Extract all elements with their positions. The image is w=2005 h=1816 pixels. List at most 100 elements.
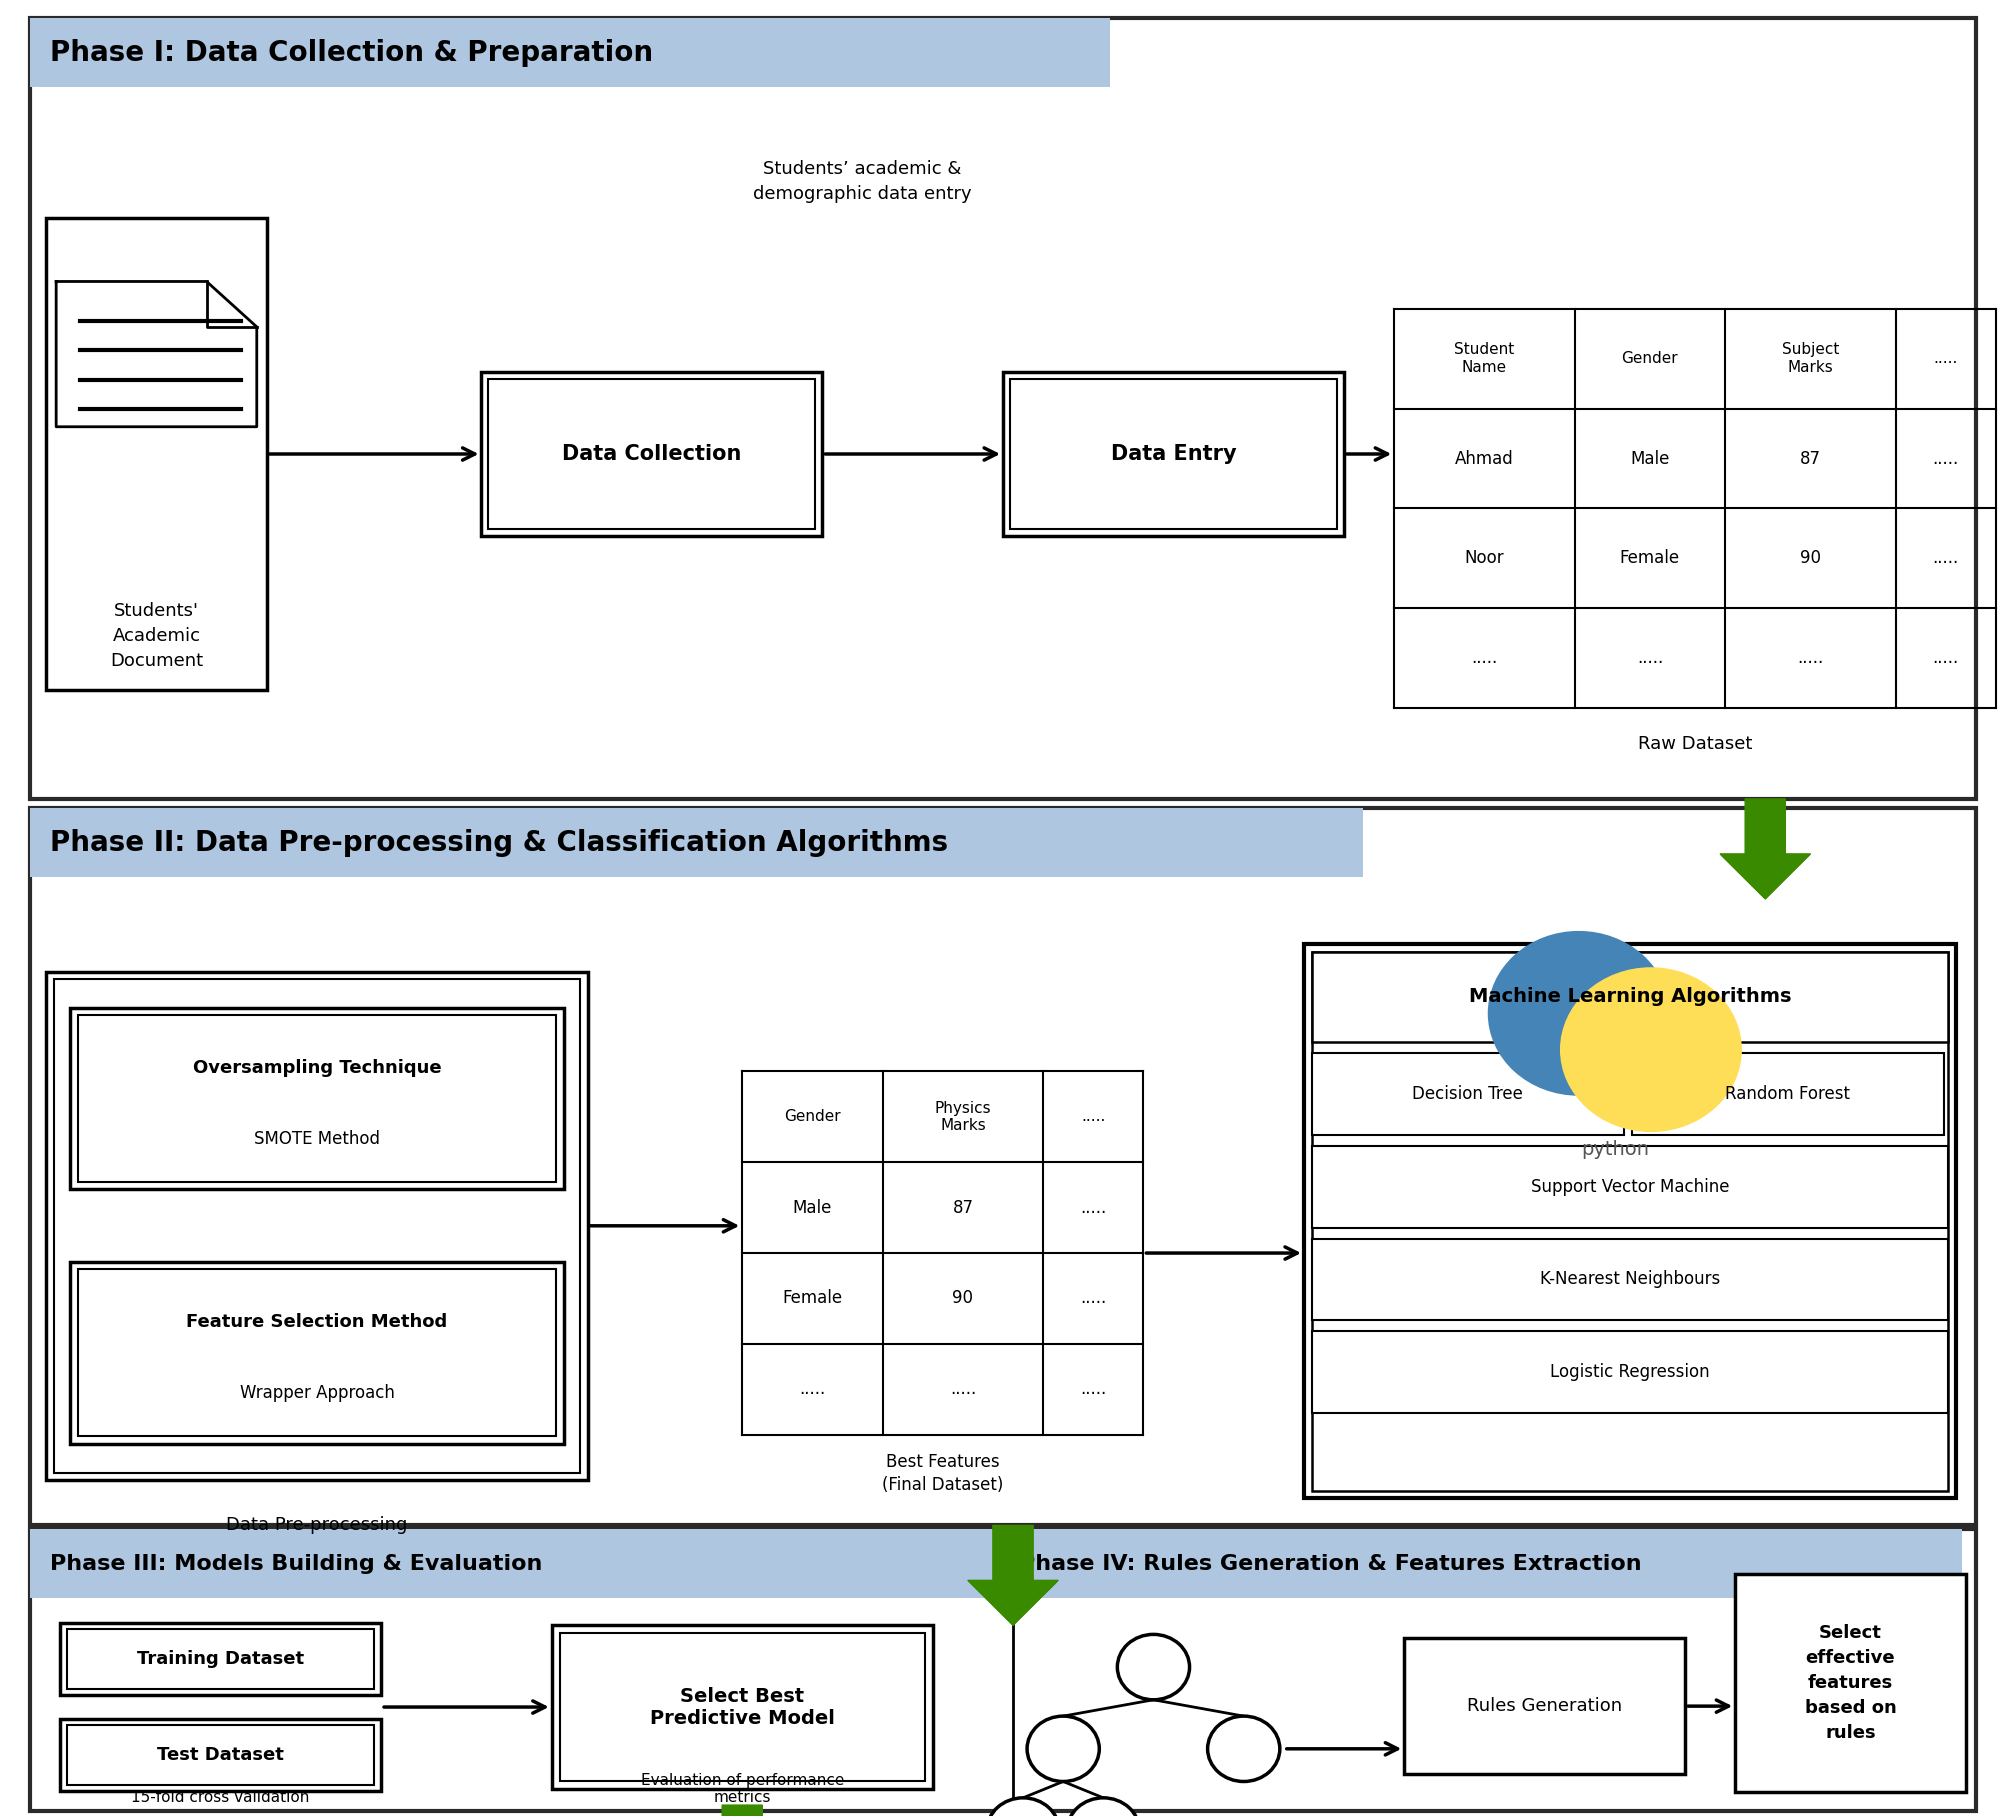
FancyBboxPatch shape [1311,1331,1947,1413]
FancyBboxPatch shape [68,1725,375,1785]
Text: python: python [1580,1140,1648,1159]
Text: .....: ..... [1636,650,1662,666]
FancyBboxPatch shape [481,372,822,536]
FancyBboxPatch shape [70,1262,563,1444]
Text: .....: ..... [1931,550,1959,567]
FancyBboxPatch shape [1311,952,1947,1042]
Text: Logistic Regression: Logistic Regression [1550,1364,1708,1380]
Text: K-Nearest Neighbours: K-Nearest Neighbours [1540,1271,1718,1288]
Circle shape [1117,1634,1189,1700]
Text: SMOTE Method: SMOTE Method [255,1130,379,1148]
FancyBboxPatch shape [1303,944,1955,1498]
Text: Ahmad: Ahmad [1454,450,1514,467]
Circle shape [1027,1716,1099,1781]
Text: Training Dataset: Training Dataset [136,1651,305,1667]
Text: Students’ academic &
demographic data entry: Students’ academic & demographic data en… [754,160,970,203]
Text: Data Collection: Data Collection [561,443,742,465]
Text: Feature Selection Method: Feature Selection Method [186,1313,447,1331]
FancyBboxPatch shape [30,18,1975,799]
Text: 87: 87 [1798,450,1821,467]
FancyBboxPatch shape [1311,1053,1624,1135]
FancyBboxPatch shape [70,1008,563,1189]
Text: Select
effective
features
based on
rules: Select effective features based on rules [1804,1625,1895,1742]
FancyBboxPatch shape [60,1718,381,1791]
Text: Male: Male [792,1199,832,1217]
Text: .....: ..... [948,1380,976,1398]
Text: Subject
Marks: Subject Marks [1780,343,1839,374]
FancyBboxPatch shape [78,1015,555,1182]
Text: Gender: Gender [1620,350,1678,367]
FancyBboxPatch shape [489,380,816,530]
Text: 90: 90 [1798,550,1821,567]
Text: Female: Female [782,1289,842,1308]
Text: 90: 90 [952,1289,972,1308]
Text: Rules Generation: Rules Generation [1466,1698,1622,1714]
FancyBboxPatch shape [551,1625,932,1789]
FancyBboxPatch shape [60,1624,381,1696]
FancyBboxPatch shape [1011,380,1337,530]
Polygon shape [968,1525,1059,1625]
Text: Student
Name: Student Name [1454,343,1514,374]
FancyBboxPatch shape [1311,1146,1947,1228]
Text: Students'
Academic
Document: Students' Academic Document [110,601,203,670]
Polygon shape [56,281,257,427]
Text: .....: ..... [1079,1199,1107,1217]
Circle shape [1067,1798,1139,1816]
Text: Wrapper Approach: Wrapper Approach [239,1384,395,1402]
Text: Test Dataset: Test Dataset [156,1747,285,1763]
Text: Phase IV: Rules Generation & Features Extraction: Phase IV: Rules Generation & Features Ex… [1019,1553,1642,1574]
FancyBboxPatch shape [30,808,1361,877]
FancyBboxPatch shape [54,979,579,1473]
FancyBboxPatch shape [998,1529,1961,1598]
FancyBboxPatch shape [1632,1053,1943,1135]
Text: Data Pre-processing: Data Pre-processing [227,1516,407,1535]
Text: .....: ..... [1931,650,1959,666]
Text: Best Features
(Final Dataset): Best Features (Final Dataset) [882,1453,1002,1495]
Text: Gender: Gender [784,1110,840,1124]
Text: .....: ..... [1079,1289,1107,1308]
Text: .....: ..... [798,1380,826,1398]
Text: Data Entry: Data Entry [1111,443,1235,465]
Text: Evaluation of performance
metrics: Evaluation of performance metrics [640,1772,844,1805]
Text: .....: ..... [1079,1380,1107,1398]
Text: 15-fold cross validation: 15-fold cross validation [132,1791,309,1805]
Circle shape [1207,1716,1279,1781]
Text: .....: ..... [1081,1110,1105,1124]
Text: Oversampling Technique: Oversampling Technique [192,1059,441,1077]
FancyBboxPatch shape [1734,1574,1965,1792]
Text: .....: ..... [1796,650,1823,666]
FancyBboxPatch shape [559,1633,924,1781]
FancyBboxPatch shape [30,808,1975,1525]
Polygon shape [1720,799,1811,899]
Text: Noor: Noor [1464,550,1504,567]
FancyBboxPatch shape [78,1269,555,1436]
Text: 87: 87 [952,1199,972,1217]
Text: Female: Female [1620,550,1678,567]
FancyBboxPatch shape [1311,1239,1947,1320]
FancyBboxPatch shape [30,1529,992,1598]
FancyBboxPatch shape [68,1629,375,1689]
FancyBboxPatch shape [30,18,1109,87]
Text: .....: ..... [1931,450,1959,467]
Circle shape [1560,968,1740,1131]
Text: .....: ..... [1933,350,1957,367]
Text: .....: ..... [1470,650,1498,666]
FancyBboxPatch shape [46,972,587,1480]
FancyBboxPatch shape [1404,1638,1684,1774]
Circle shape [986,1798,1059,1816]
Text: Select Best
Predictive Model: Select Best Predictive Model [650,1687,834,1727]
Text: Male: Male [1630,450,1668,467]
FancyBboxPatch shape [1002,372,1343,536]
Polygon shape [698,1805,786,1816]
FancyBboxPatch shape [46,218,267,690]
Text: Physics
Marks: Physics Marks [934,1100,990,1133]
Text: Phase I: Data Collection & Preparation: Phase I: Data Collection & Preparation [50,38,654,67]
Text: Raw Dataset: Raw Dataset [1636,735,1752,754]
Circle shape [1488,932,1668,1095]
Text: Random Forest: Random Forest [1724,1086,1849,1102]
Text: Phase II: Data Pre-processing & Classification Algorithms: Phase II: Data Pre-processing & Classifi… [50,828,948,857]
Text: Phase III: Models Building & Evaluation: Phase III: Models Building & Evaluation [50,1553,541,1574]
FancyBboxPatch shape [30,1529,1975,1811]
FancyBboxPatch shape [1311,952,1947,1491]
Text: Machine Learning Algorithms: Machine Learning Algorithms [1468,988,1790,1006]
